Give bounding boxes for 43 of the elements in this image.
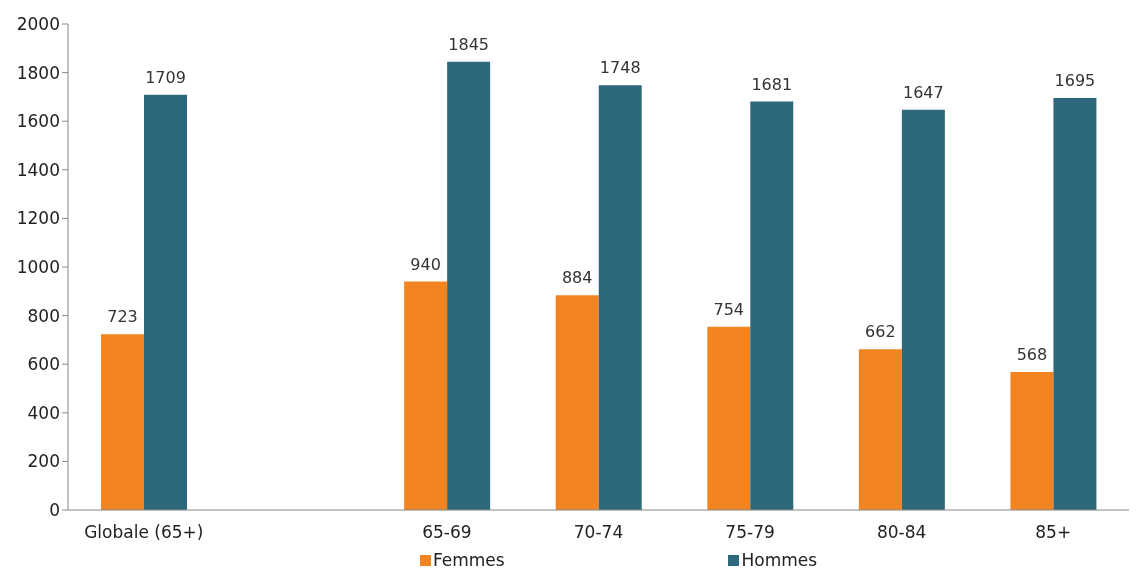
bar <box>555 295 599 510</box>
y-tick-label: 1800 <box>16 62 60 83</box>
data-label: 754 <box>713 299 745 319</box>
legend-label: Femmes <box>431 550 505 570</box>
data-label: 1647 <box>903 82 944 102</box>
data-label: 1709 <box>145 67 186 87</box>
x-tick-label: 80-84 <box>876 522 927 543</box>
data-label: 940 <box>410 254 441 274</box>
bar <box>707 326 751 510</box>
y-tick-label: 1600 <box>16 111 60 132</box>
y-tick-label: 1000 <box>16 257 60 278</box>
data-label: 1695 <box>1054 71 1096 91</box>
y-tick-label: 2000 <box>16 14 60 35</box>
x-tick-label: 65-69 <box>422 522 472 543</box>
x-tick-label: 85+ <box>1035 522 1072 543</box>
bar <box>750 101 794 510</box>
y-tick-label: 0 <box>49 500 60 521</box>
bar <box>101 334 144 510</box>
data-label: 723 <box>107 307 138 327</box>
bar <box>1053 98 1097 510</box>
bar <box>404 281 448 510</box>
data-label: 884 <box>561 268 593 288</box>
y-tick-label: 800 <box>27 305 60 326</box>
data-label: 1748 <box>599 58 641 78</box>
bar <box>858 349 902 510</box>
x-tick-label: 75-79 <box>725 522 775 543</box>
y-tick-label: 1400 <box>16 159 60 180</box>
y-tick-label: 1200 <box>16 208 60 229</box>
data-label: 568 <box>1016 344 1048 364</box>
data-label: 1845 <box>448 34 489 54</box>
y-tick-label: 200 <box>27 451 60 472</box>
bar <box>144 94 187 510</box>
bar <box>1010 371 1054 510</box>
data-label: 1681 <box>751 74 793 94</box>
bar <box>901 109 945 510</box>
x-tick-label: 70-74 <box>573 522 624 543</box>
y-tick-label: 600 <box>27 354 60 375</box>
y-tick-label: 400 <box>27 402 60 423</box>
bar <box>598 85 642 510</box>
data-label: 662 <box>865 322 896 342</box>
x-tick-label: Globale (65+) <box>84 522 204 543</box>
legend-label: Hommes <box>740 550 818 570</box>
bar <box>447 61 491 510</box>
